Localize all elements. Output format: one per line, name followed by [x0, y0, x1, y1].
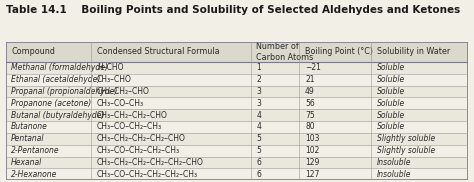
Text: 2: 2 [256, 75, 261, 84]
Bar [6, 62, 468, 74]
Text: 56: 56 [305, 99, 315, 108]
Text: CH₃–CH₂–CH₂–CH₂–CH₂–CHO: CH₃–CH₂–CH₂–CH₂–CH₂–CHO [97, 158, 204, 167]
Text: 6: 6 [256, 170, 261, 179]
Text: 5: 5 [256, 146, 261, 155]
Text: 127: 127 [305, 170, 319, 179]
Bar [6, 145, 468, 157]
Text: Boiling Point (°C): Boiling Point (°C) [305, 47, 373, 56]
Text: Table 14.1    Boiling Points and Solubility of Selected Aldehydes and Ketones: Table 14.1 Boiling Points and Solubility… [6, 5, 460, 15]
Text: H–CHO: H–CHO [97, 63, 123, 72]
Text: 4: 4 [256, 122, 261, 131]
Text: CH₃–CHO: CH₃–CHO [97, 75, 132, 84]
Text: CH₃–CO–CH₂–CH₃: CH₃–CO–CH₂–CH₃ [97, 122, 162, 131]
Text: 129: 129 [305, 158, 319, 167]
Bar [6, 121, 468, 133]
Text: 5: 5 [256, 134, 261, 143]
Text: 3: 3 [256, 99, 261, 108]
Bar [6, 168, 468, 180]
Text: CH₃–CO–CH₃: CH₃–CO–CH₃ [97, 99, 144, 108]
Text: Soluble: Soluble [377, 75, 405, 84]
Text: Butanal (butyraldehyde): Butanal (butyraldehyde) [11, 111, 105, 120]
Text: Insoluble: Insoluble [377, 158, 411, 167]
Text: 4: 4 [256, 111, 261, 120]
Text: −21: −21 [305, 63, 321, 72]
Text: 103: 103 [305, 134, 319, 143]
Text: Soluble: Soluble [377, 87, 405, 96]
Text: CH₃–CH₂–CHO: CH₃–CH₂–CHO [97, 87, 150, 96]
Text: 6: 6 [256, 158, 261, 167]
Text: CH₃–CO–CH₂–CH₂–CH₂–CH₃: CH₃–CO–CH₂–CH₂–CH₂–CH₃ [97, 170, 198, 179]
Text: CH₃–CO–CH₂–CH₂–CH₃: CH₃–CO–CH₂–CH₂–CH₃ [97, 146, 180, 155]
Text: Number of
Carbon Atoms: Number of Carbon Atoms [256, 42, 314, 62]
Text: 102: 102 [305, 146, 319, 155]
Text: 1: 1 [256, 63, 261, 72]
Text: 3: 3 [256, 87, 261, 96]
Text: Condensed Structural Formula: Condensed Structural Formula [97, 47, 219, 56]
Bar [6, 42, 468, 62]
Text: Soluble: Soluble [377, 99, 405, 108]
Text: Butanone: Butanone [11, 122, 48, 131]
Text: CH₃–CH₂–CH₂–CH₂–CHO: CH₃–CH₂–CH₂–CH₂–CHO [97, 134, 186, 143]
Text: Propanal (propionaldehyde): Propanal (propionaldehyde) [11, 87, 118, 96]
Text: 2-Pentanone: 2-Pentanone [11, 146, 60, 155]
Bar [6, 74, 468, 86]
Bar [6, 97, 468, 109]
Text: Solubility in Water: Solubility in Water [377, 47, 450, 56]
Text: Pentanal: Pentanal [11, 134, 45, 143]
Bar [6, 133, 468, 145]
Text: Compound: Compound [11, 47, 55, 56]
Text: 21: 21 [305, 75, 315, 84]
Bar [6, 86, 468, 97]
Text: Slightly soluble: Slightly soluble [377, 146, 435, 155]
Text: Ethanal (acetaldehyde): Ethanal (acetaldehyde) [11, 75, 100, 84]
Text: 80: 80 [305, 122, 315, 131]
Text: 2-Hexanone: 2-Hexanone [11, 170, 58, 179]
Text: Soluble: Soluble [377, 122, 405, 131]
Text: Soluble: Soluble [377, 111, 405, 120]
Text: Methanal (formaldehyde): Methanal (formaldehyde) [11, 63, 108, 72]
Text: CH₃–CH₂–CH₂–CHO: CH₃–CH₂–CH₂–CHO [97, 111, 168, 120]
Text: 49: 49 [305, 87, 315, 96]
Text: Propanone (acetone): Propanone (acetone) [11, 99, 91, 108]
Bar [6, 157, 468, 168]
Text: 75: 75 [305, 111, 315, 120]
Bar [6, 109, 468, 121]
Text: Slightly soluble: Slightly soluble [377, 134, 435, 143]
Text: Hexanal: Hexanal [11, 158, 43, 167]
Text: Soluble: Soluble [377, 63, 405, 72]
Text: Insoluble: Insoluble [377, 170, 411, 179]
